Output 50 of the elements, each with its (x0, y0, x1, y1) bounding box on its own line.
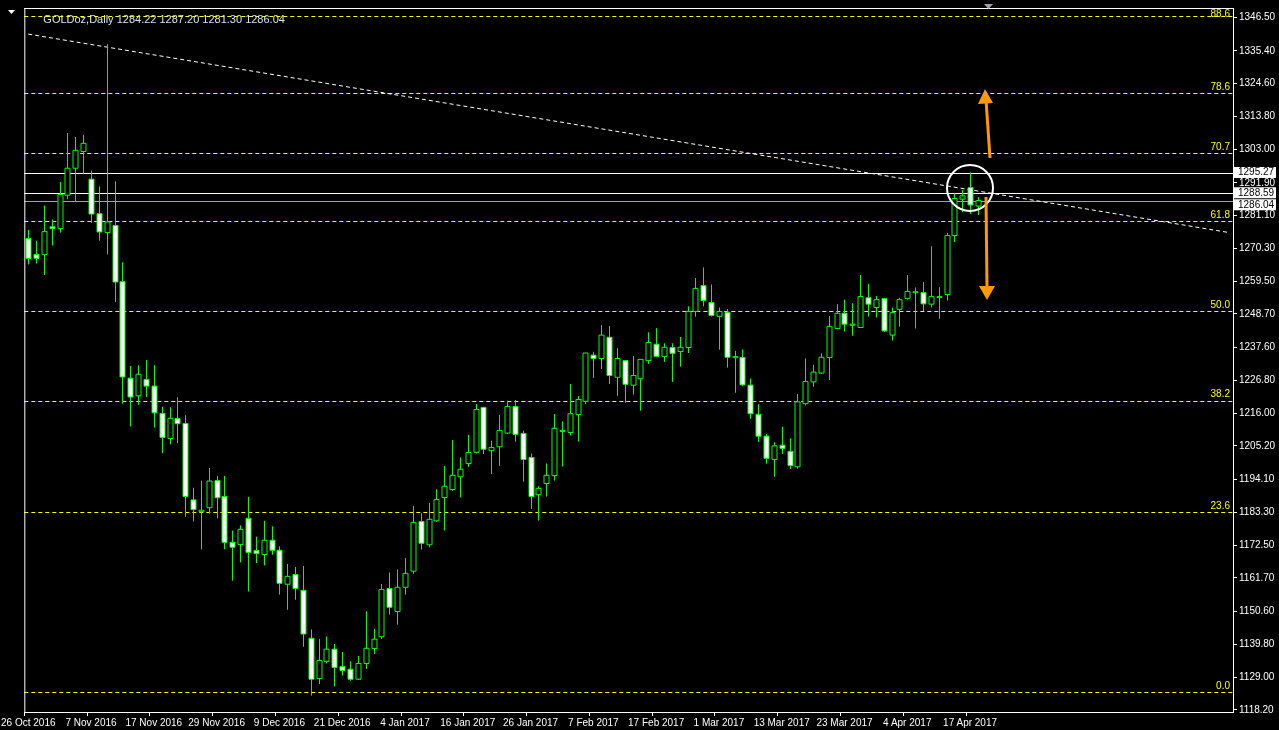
annotation: 38.2 (1210, 388, 1231, 400)
y-tick-label: 1346.50 (1239, 10, 1276, 22)
x-tick-label: 1 Mar 2017 (693, 716, 745, 728)
x-tick-label: 21 Dec 2016 (313, 716, 371, 728)
y-tick-label: 1139.80 (1239, 638, 1275, 650)
x-tick-label: 26 Oct 2016 (1, 716, 56, 728)
x-tick-label: 4 Jan 2017 (380, 716, 431, 728)
y-tick-label: 1161.70 (1239, 571, 1275, 583)
y-tick-label: 1303.00 (1239, 142, 1276, 154)
x-tick-label: 9 Dec 2016 (253, 716, 306, 728)
annotation: 0.0 (1216, 679, 1231, 691)
x-tick-label: 16 Jan 2017 (440, 716, 496, 728)
y-tick-label: 1281.10 (1239, 209, 1276, 221)
text: GOLDoz,Daily 1284.22 1287.20 1281.30 1286.04 (43, 13, 285, 26)
y-tick-label: 1259.50 (1239, 274, 1276, 286)
x-tick-label: 7 Nov 2016 (65, 716, 118, 728)
x-tick-label: 17 Feb 2017 (628, 716, 685, 728)
ref-line-label: 1295.27 (1238, 166, 1275, 178)
x-tick-label: 4 Apr 2017 (883, 716, 932, 728)
y-tick-label: 1118.20 (1239, 703, 1275, 715)
y-tick-label: 1248.70 (1239, 307, 1276, 319)
x-tick-label: 13 Mar 2017 (753, 716, 811, 728)
x-tick-label: 17 Nov 2016 (125, 716, 183, 728)
y-tick-label: 1150.60 (1239, 605, 1275, 617)
y-tick-label: 1172.50 (1239, 538, 1275, 550)
y-tick-label: 1335.40 (1239, 44, 1276, 56)
annotation: 23.6 (1210, 499, 1231, 511)
annotation: 50.0 (1210, 298, 1231, 310)
annotation: 61.8 (1210, 208, 1231, 220)
x-tick-label: 23 Mar 2017 (816, 716, 874, 728)
y-tick-label: 1183.30 (1239, 506, 1275, 518)
x-tick-label: 29 Nov 2016 (188, 716, 246, 728)
annotation: 88.6 (1210, 7, 1231, 19)
ref-line-label: 1288.59 (1238, 186, 1275, 198)
ref-line-label: 1286.04 (1238, 198, 1275, 210)
annotation: 70.7 (1210, 140, 1231, 152)
y-tick-label: 1216.00 (1239, 406, 1276, 418)
y-tick-label: 1226.80 (1239, 374, 1276, 386)
x-tick-label: 26 Jan 2017 (503, 716, 559, 728)
y-tick-label: 1324.60 (1239, 77, 1276, 89)
x-tick-label: 7 Feb 2017 (568, 716, 620, 728)
y-tick-label: 1205.20 (1239, 439, 1276, 451)
y-tick-label: 1237.60 (1239, 341, 1276, 353)
y-tick-label: 1129.00 (1239, 670, 1275, 682)
x-tick-label: 17 Apr 2017 (943, 716, 998, 728)
y-tick-label: 1291.90 (1239, 176, 1276, 188)
y-tick-label: 1270.30 (1239, 242, 1276, 254)
y-tick-label: 1313.80 (1239, 110, 1276, 122)
y-tick-label: 1194.10 (1239, 473, 1275, 485)
annotation: 78.6 (1210, 80, 1231, 92)
